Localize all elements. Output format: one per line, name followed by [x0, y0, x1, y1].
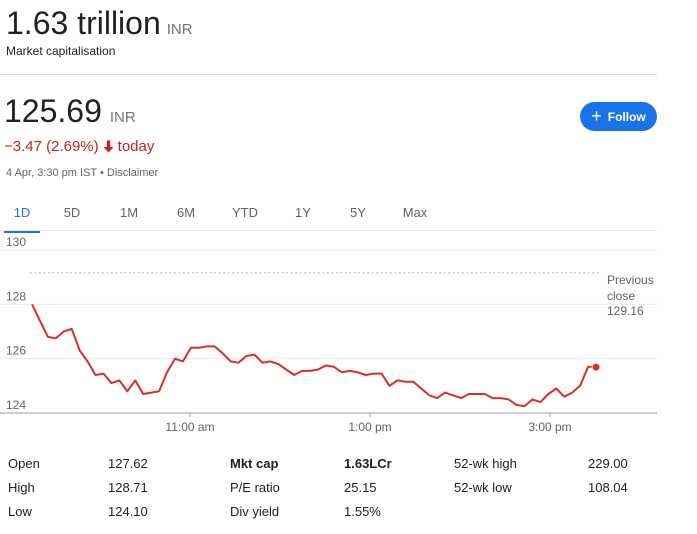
- stat-value: 1.63LCr: [344, 456, 392, 471]
- follow-button-label: Follow: [607, 109, 646, 124]
- price-change-value: −3.47 (2.69%): [4, 138, 99, 155]
- x-tick-label: 1:00 pm: [348, 420, 391, 434]
- stat-label: 52-wk high: [454, 456, 517, 471]
- stat-value: 25.15: [344, 480, 377, 495]
- stat-value: 1.55%: [344, 504, 381, 519]
- arrow-down-icon: [103, 140, 114, 153]
- stat-value: 124.10: [108, 504, 148, 519]
- stat-label: Div yield: [230, 504, 280, 519]
- stat-value: 108.04: [588, 480, 628, 495]
- tab-5d[interactable]: 5D: [63, 205, 81, 220]
- stat-label: 52-wk low: [454, 480, 512, 495]
- x-tick-label: 3:00 pm: [528, 420, 571, 434]
- tab-6m[interactable]: 6M: [176, 205, 196, 220]
- tab-1d[interactable]: 1D: [0, 200, 44, 233]
- market-cap-currency: INR: [166, 21, 193, 38]
- stat-value: 127.62: [108, 456, 148, 471]
- previous-close-label: close: [607, 289, 635, 303]
- tab-5y[interactable]: 5Y: [350, 205, 366, 220]
- price-currency: INR: [109, 109, 136, 126]
- latest-price-dot: [591, 362, 601, 372]
- plus-icon: +: [591, 105, 602, 126]
- price-number: 125.69: [4, 93, 102, 129]
- market-cap-label: Market capitalisation: [6, 44, 116, 58]
- price-value: 125.69 INR: [4, 92, 136, 137]
- x-tick-label: 11:00 am: [165, 420, 214, 434]
- previous-close-value: 129.16: [607, 304, 644, 318]
- previous-close-label: Previous: [607, 273, 654, 287]
- y-tick-label: 128: [6, 289, 26, 303]
- stat-label: Open: [8, 456, 40, 471]
- range-tabs: 1D 5D 1M 6M YTD 1Y 5Y Max: [0, 200, 444, 233]
- market-cap-value: 1.63 trillion INR: [6, 4, 193, 49]
- price-timestamp: 4 Apr, 3:30 pm IST • Disclaimer: [6, 167, 159, 179]
- tab-ytd[interactable]: YTD: [232, 205, 258, 220]
- price-change: −3.47 (2.69%) today: [4, 138, 154, 155]
- price-change-suffix: today: [117, 138, 155, 155]
- market-cap-number: 1.63 trillion: [6, 5, 161, 41]
- y-tick-label: 130: [6, 235, 26, 249]
- tab-1y[interactable]: 1Y: [295, 205, 311, 220]
- stat-label: P/E ratio: [230, 480, 280, 495]
- stat-label: High: [8, 480, 35, 495]
- stat-value: 128.71: [108, 480, 148, 495]
- y-tick-label: 124: [6, 398, 26, 412]
- tab-1m[interactable]: 1M: [119, 205, 139, 220]
- tabs-divider: [0, 230, 657, 231]
- stat-label: Low: [8, 504, 32, 519]
- stat-value: 229.00: [588, 456, 628, 471]
- follow-button[interactable]: + Follow: [580, 102, 657, 131]
- y-tick-label: 126: [6, 344, 26, 358]
- price-line: [31, 303, 597, 408]
- tab-max[interactable]: Max: [402, 205, 428, 220]
- stat-label: Mkt cap: [230, 456, 279, 471]
- divider: [0, 74, 657, 75]
